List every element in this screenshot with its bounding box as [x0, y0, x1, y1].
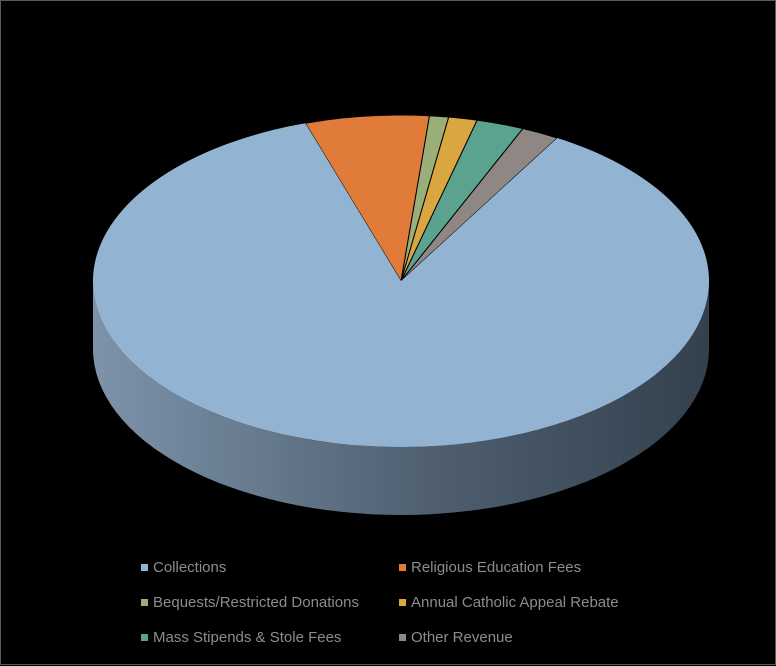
legend-item-bequests-restricted-donations[interactable]: Bequests/Restricted Donations: [141, 591, 399, 614]
legend-swatch: [141, 564, 148, 571]
pie-side: [93, 281, 709, 515]
pie-slice-religious-education-fees[interactable]: [304, 114, 431, 283]
legend-label: Other Revenue: [411, 629, 513, 646]
legend-item-other-revenue[interactable]: Other Revenue: [399, 626, 699, 649]
legend-swatch: [141, 634, 148, 641]
legend-item-religious-education-fees[interactable]: Religious Education Fees: [399, 556, 699, 579]
legend-item-collections[interactable]: Collections: [141, 556, 399, 579]
legend-swatch: [399, 599, 406, 606]
legend-swatch: [399, 564, 406, 571]
pie-slice-collections[interactable]: [92, 123, 709, 447]
pie-top: [92, 114, 709, 447]
legend-label: Religious Education Fees: [411, 559, 582, 576]
legend: Collections Religious Education Fees Beque…: [141, 556, 701, 649]
pie-side-band: [93, 281, 709, 515]
legend-label: Bequests/Restricted Donations: [153, 594, 359, 611]
legend-item-annual-catholic-appeal-rebate[interactable]: Annual Catholic Appeal Rebate: [399, 591, 699, 614]
legend-label: Mass Stipends & Stole Fees: [153, 629, 342, 646]
legend-label: Collections: [153, 559, 227, 576]
legend-item-mass-stipends-stole-fees[interactable]: Mass Stipends & Stole Fees: [141, 626, 399, 649]
legend-swatch: [141, 599, 148, 606]
legend-swatch: [399, 634, 406, 641]
legend-label: Annual Catholic Appeal Rebate: [411, 594, 619, 611]
